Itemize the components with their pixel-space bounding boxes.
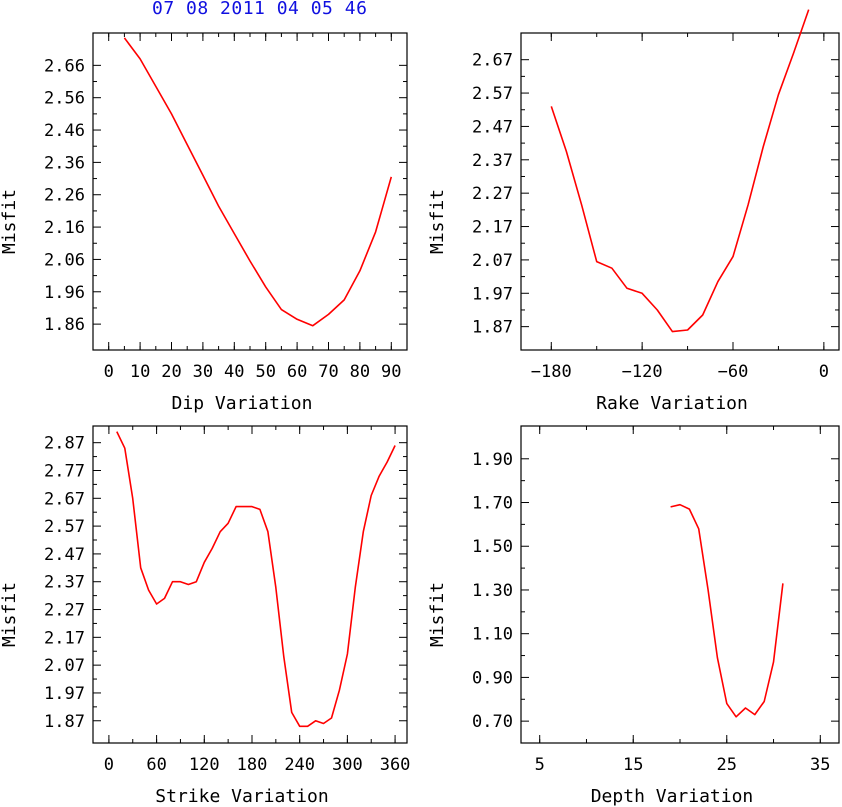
strike-misfit-line bbox=[116, 431, 396, 728]
depth-xlabel: Depth Variation bbox=[591, 786, 754, 807]
dip-xtick-label: 40 bbox=[224, 362, 244, 382]
dip-ytick-label: 2.26 bbox=[44, 186, 85, 206]
rake-xtick-label: 0 bbox=[819, 362, 829, 382]
strike-ytick-label: 2.67 bbox=[44, 489, 85, 509]
strike-ytick-label: 2.17 bbox=[44, 628, 85, 648]
dip-xtick-label: 80 bbox=[350, 362, 370, 382]
rake-ylabel: Misfit bbox=[427, 189, 448, 254]
dip-ytick-label: 2.36 bbox=[44, 153, 85, 173]
dip-ytick-label: 2.46 bbox=[44, 121, 85, 141]
dip-panel: 1.86 1.96 2.06 2.16 2.26 2.36 2.46 2.56 2.66 0 10 2… bbox=[0, 32, 408, 414]
dip-ytick-label: 2.06 bbox=[44, 250, 85, 270]
rake-misfit-line bbox=[550, 9, 810, 333]
rake-ytick-label: 2.27 bbox=[472, 184, 513, 204]
dip-ytick-label: 1.96 bbox=[44, 283, 85, 303]
dip-xtick-label: 10 bbox=[130, 362, 150, 382]
rake-ytick-label: 2.57 bbox=[472, 84, 513, 104]
strike-ytick-label: 2.77 bbox=[44, 461, 85, 481]
rake-xlabel: Rake Variation bbox=[596, 393, 748, 414]
strike-panel: 1.87 1.97 2.07 2.17 2.27 2.37 2.47 2.57 2.67 2.77… bbox=[0, 425, 411, 807]
rake-ytick-label: 2.17 bbox=[472, 218, 513, 238]
dip-misfit-line bbox=[123, 37, 393, 327]
rake-xtick-label: −120 bbox=[622, 362, 663, 382]
dip-ytick-label: 2.66 bbox=[44, 56, 85, 76]
depth-panel: 0.70 0.90 1.10 1.30 1.50 1.70 1.90 5 15 25 35 Depth… bbox=[427, 425, 840, 807]
depth-xtick-label: 15 bbox=[623, 755, 643, 775]
strike-xtick-label: 0 bbox=[104, 755, 114, 775]
dip-frame bbox=[92, 32, 408, 351]
rake-ytick-label: 2.07 bbox=[472, 251, 513, 271]
strike-xtick-label: 60 bbox=[146, 755, 166, 775]
depth-ytick-label: 1.70 bbox=[472, 494, 513, 514]
rake-frame bbox=[520, 32, 840, 351]
dip-ytick-label: 2.16 bbox=[44, 218, 85, 238]
depth-ytick-label: 1.50 bbox=[472, 537, 513, 557]
depth-ytick-label: 1.90 bbox=[472, 450, 513, 470]
strike-xtick-label: 360 bbox=[380, 755, 411, 775]
strike-ytick-label: 2.07 bbox=[44, 656, 85, 676]
depth-ytick-label: 0.90 bbox=[472, 668, 513, 688]
depth-frame bbox=[520, 425, 840, 744]
dip-ytick-label: 2.56 bbox=[44, 89, 85, 109]
dip-xtick-label: 30 bbox=[193, 362, 213, 382]
dip-xtick-label: 60 bbox=[287, 362, 307, 382]
rake-panel: 1.87 1.97 2.07 2.17 2.27 2.37 2.47 2.57 2.67 −180… bbox=[427, 9, 840, 414]
dip-xtick-label: 0 bbox=[104, 362, 114, 382]
strike-ytick-label: 2.37 bbox=[44, 573, 85, 593]
rake-ytick-label: 2.47 bbox=[472, 117, 513, 137]
depth-ylabel: Misfit bbox=[427, 582, 448, 647]
rake-ytick-label: 1.87 bbox=[472, 318, 513, 338]
dip-ylabel: Misfit bbox=[0, 189, 20, 254]
depth-ytick-label: 1.10 bbox=[472, 625, 513, 645]
rake-ytick-label: 1.97 bbox=[472, 284, 513, 304]
depth-xtick-label: 35 bbox=[810, 755, 830, 775]
dip-xtick-label: 20 bbox=[161, 362, 181, 382]
event-timestamp: 07 08 2011 04 05 46 bbox=[152, 0, 368, 19]
rake-xtick-label: −60 bbox=[718, 362, 749, 382]
strike-xtick-label: 300 bbox=[332, 755, 363, 775]
rake-ytick-label: 2.67 bbox=[472, 51, 513, 71]
rake-ytick-label: 2.37 bbox=[472, 151, 513, 171]
strike-frame bbox=[92, 425, 408, 744]
dip-xtick-label: 70 bbox=[318, 362, 338, 382]
strike-xtick-label: 120 bbox=[189, 755, 220, 775]
depth-ytick-label: 1.30 bbox=[472, 581, 513, 601]
strike-ytick-label: 2.27 bbox=[44, 601, 85, 621]
strike-ytick-label: 2.57 bbox=[44, 517, 85, 537]
dip-xlabel: Dip Variation bbox=[172, 393, 313, 414]
strike-xlabel: Strike Variation bbox=[155, 786, 328, 807]
depth-misfit-line bbox=[670, 503, 784, 718]
dip-xtick-label: 50 bbox=[255, 362, 275, 382]
depth-xtick-label: 25 bbox=[717, 755, 737, 775]
strike-ytick-label: 1.87 bbox=[44, 712, 85, 732]
rake-xtick-label: −180 bbox=[531, 362, 572, 382]
strike-xtick-label: 240 bbox=[284, 755, 315, 775]
strike-ytick-label: 2.87 bbox=[44, 434, 85, 454]
depth-xtick-label: 5 bbox=[535, 755, 545, 775]
depth-ytick-label: 0.70 bbox=[472, 712, 513, 732]
strike-ylabel: Misfit bbox=[0, 582, 20, 647]
strike-ytick-label: 2.47 bbox=[44, 545, 85, 565]
dip-xtick-label: 90 bbox=[381, 362, 401, 382]
strike-ytick-label: 1.97 bbox=[44, 684, 85, 704]
dip-ytick-label: 1.86 bbox=[44, 315, 85, 335]
strike-xtick-label: 180 bbox=[237, 755, 268, 775]
